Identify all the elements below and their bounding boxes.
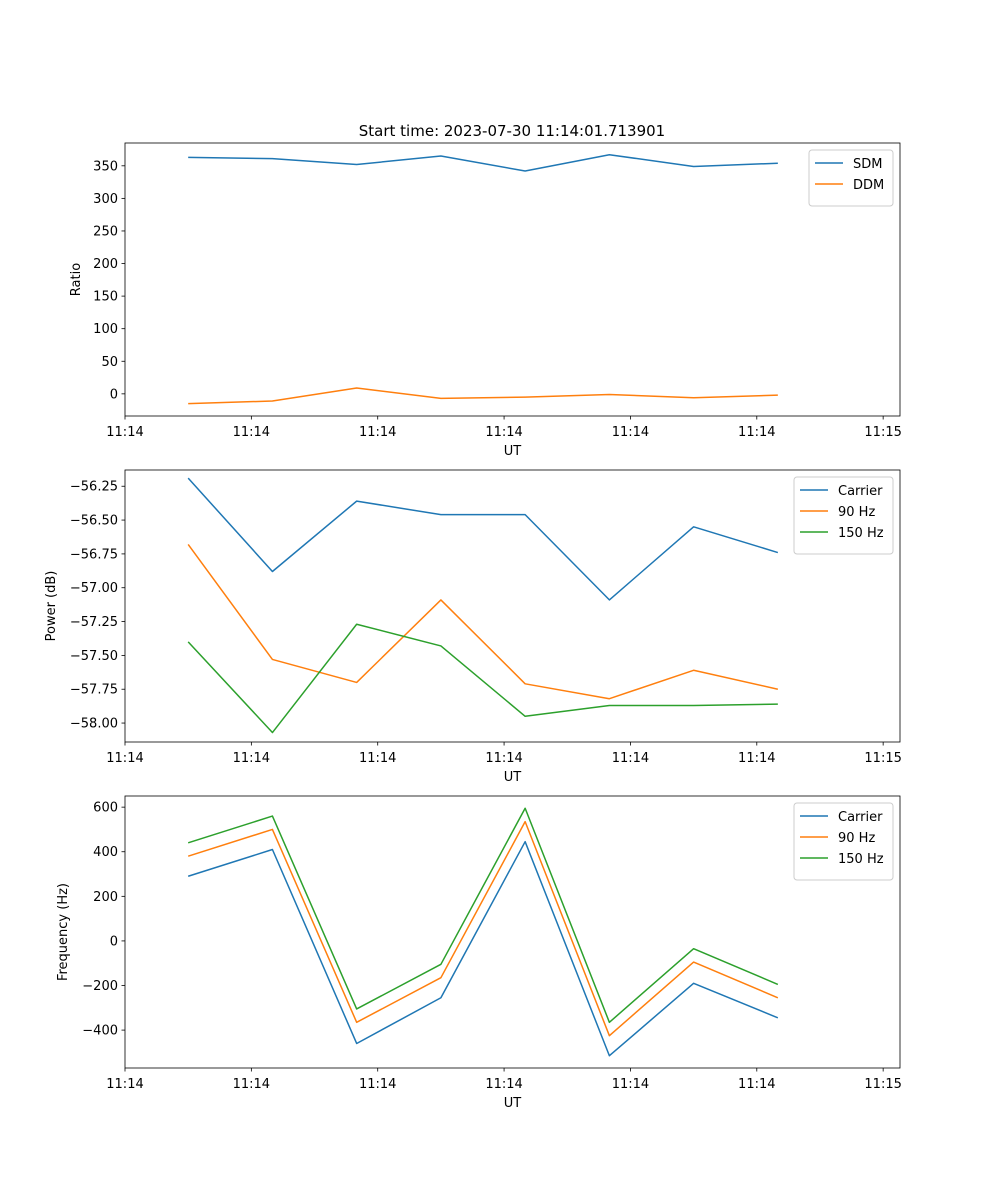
figure-title: Start time: 2023-07-30 11:14:01.713901 bbox=[359, 122, 665, 140]
y-tick-label: 0 bbox=[110, 387, 118, 402]
x-tick-label: 11:14 bbox=[612, 1077, 649, 1092]
x-axis-label: UT bbox=[504, 444, 522, 459]
x-tick-label: 11:14 bbox=[738, 1077, 775, 1092]
y-tick-label: −200 bbox=[82, 979, 118, 994]
series-line-sdm bbox=[188, 153, 778, 172]
y-tick-label: −57.00 bbox=[70, 581, 118, 596]
legend-label: SDM bbox=[853, 157, 882, 172]
legend-label: 90 Hz bbox=[838, 831, 875, 846]
legend: SDM DDM bbox=[808, 149, 894, 207]
series-line-carrier bbox=[187, 840, 779, 1057]
y-tick-label: 0 bbox=[110, 934, 118, 949]
subplot-power: −58.00 −57.75 −57.50 −57.25 −57.00 −56.75 −56.… bbox=[44, 469, 902, 785]
x-tick-label: 11:14 bbox=[612, 751, 649, 766]
x-tick-label: 11:15 bbox=[864, 751, 901, 766]
legend-label: DDM bbox=[853, 178, 884, 193]
series-line-90-hz bbox=[187, 820, 779, 1037]
series-line-90-hz bbox=[187, 543, 779, 700]
legend-box bbox=[793, 476, 894, 555]
legend-label: 150 Hz bbox=[838, 526, 884, 541]
y-tick-label: 350 bbox=[93, 159, 118, 174]
x-tick-label: 11:14 bbox=[485, 751, 522, 766]
y-tick-label: 300 bbox=[93, 192, 118, 207]
x-tick-label: 11:14 bbox=[612, 425, 649, 440]
subplot-ratio: 0 50 100 150 200 250 300 350 11:14 11:14 11:14 11:1… bbox=[69, 142, 902, 459]
x-tick-label: 11:14 bbox=[106, 425, 143, 440]
x-tick-label: 11:14 bbox=[485, 1077, 522, 1092]
x-tick-label: 11:15 bbox=[864, 425, 901, 440]
legend: Carrier 90 Hz 150 Hz bbox=[793, 476, 894, 555]
x-tick-label: 11:14 bbox=[485, 425, 522, 440]
x-tick-label: 11:14 bbox=[106, 1077, 143, 1092]
y-tick-label: −58.00 bbox=[70, 717, 118, 732]
y-tick-label: −57.50 bbox=[70, 649, 118, 664]
series-line-150-hz bbox=[187, 623, 778, 734]
axes-frame bbox=[124, 469, 901, 743]
x-axis-label: UT bbox=[504, 770, 522, 785]
x-tick-label: 11:15 bbox=[864, 1077, 901, 1092]
x-tick-label: 11:14 bbox=[359, 751, 396, 766]
y-tick-label: −56.75 bbox=[70, 547, 118, 562]
legend-label: 150 Hz bbox=[838, 852, 884, 867]
y-tick-label: 250 bbox=[93, 224, 118, 239]
subplot-frequency: −400 −200 0 200 400 600 11:14 11:14 11:14 11:14 11… bbox=[56, 795, 902, 1111]
legend-box bbox=[793, 802, 894, 881]
y-tick-label: −57.75 bbox=[70, 683, 118, 698]
y-axis-label: Ratio bbox=[69, 263, 84, 296]
y-tick-label: 400 bbox=[93, 845, 118, 860]
axes-frame bbox=[124, 795, 901, 1069]
legend-label: Carrier bbox=[838, 810, 883, 825]
x-tick-label: 11:14 bbox=[106, 751, 143, 766]
axes-frame bbox=[124, 142, 901, 417]
y-tick-label: −400 bbox=[82, 1024, 118, 1039]
y-tick-label: 200 bbox=[93, 890, 118, 905]
y-tick-label: 50 bbox=[101, 355, 118, 370]
y-axis-label: Frequency (Hz) bbox=[56, 883, 71, 981]
x-tick-label: 11:14 bbox=[359, 1077, 396, 1092]
x-tick-label: 11:14 bbox=[359, 425, 396, 440]
y-tick-label: −56.50 bbox=[70, 514, 118, 529]
legend-label: Carrier bbox=[838, 484, 883, 499]
y-tick-label: 600 bbox=[93, 801, 118, 816]
series-line-carrier bbox=[187, 477, 779, 601]
y-tick-label: 150 bbox=[93, 290, 118, 305]
y-tick-label: −56.25 bbox=[70, 480, 118, 495]
legend-label: 90 Hz bbox=[838, 505, 875, 520]
legend-box bbox=[808, 149, 894, 207]
x-tick-label: 11:14 bbox=[233, 751, 270, 766]
series-line-ddm bbox=[188, 387, 778, 405]
legend: Carrier 90 Hz 150 Hz bbox=[793, 802, 894, 881]
x-tick-label: 11:14 bbox=[233, 1077, 270, 1092]
series-line-150-hz bbox=[187, 807, 779, 1024]
y-tick-label: 200 bbox=[93, 257, 118, 272]
x-tick-label: 11:14 bbox=[233, 425, 270, 440]
y-axis-label: Power (dB) bbox=[44, 571, 59, 642]
x-tick-label: 11:14 bbox=[738, 425, 775, 440]
y-tick-label: 100 bbox=[93, 322, 118, 337]
x-tick-label: 11:14 bbox=[738, 751, 775, 766]
y-tick-label: −57.25 bbox=[70, 615, 118, 630]
x-axis-label: UT bbox=[504, 1096, 522, 1111]
